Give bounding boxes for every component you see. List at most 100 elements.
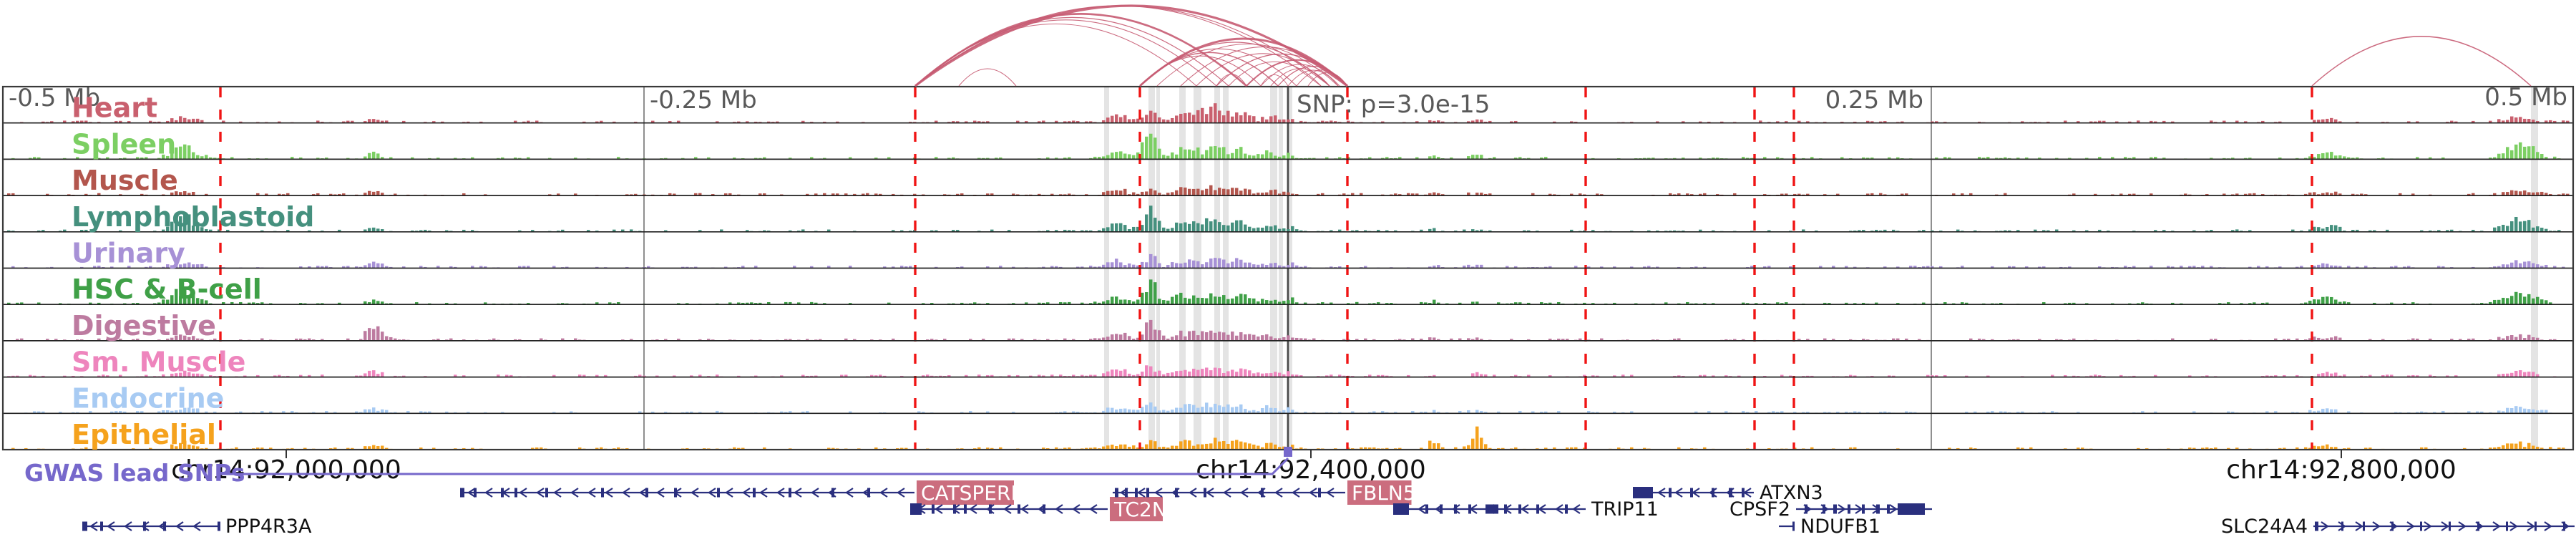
- exon-tick: [218, 521, 220, 531]
- strand-arrow: [1572, 504, 1581, 514]
- track-label-heart: Heart: [72, 92, 157, 124]
- exon-tick: [1135, 488, 1138, 498]
- exon-tick: [932, 504, 935, 514]
- strand-arrow: [570, 488, 579, 498]
- layer-borders: [1, 85, 2575, 451]
- gene-cpsf2: CPSF2: [1729, 498, 1932, 521]
- strand-arrow: [124, 521, 132, 531]
- strand-arrow: [2338, 521, 2346, 531]
- exon-tick: [717, 488, 720, 498]
- strand-arrow: [107, 521, 115, 531]
- strand-arrow: [845, 488, 854, 498]
- strand-arrow: [2406, 521, 2415, 531]
- exon-tick: [100, 521, 103, 531]
- exon-tick: [1887, 504, 1890, 514]
- layer-interaction-arcs: [914, 4, 2532, 87]
- exon-tick: [1146, 488, 1149, 498]
- strand-arrow: [1154, 488, 1163, 498]
- gene-label-box: [1347, 480, 1412, 505]
- exon-tick: [143, 521, 146, 531]
- exon-tick: [1862, 504, 1865, 514]
- strand-arrow: [1326, 488, 1335, 498]
- strand-arrow: [656, 488, 665, 498]
- relative-distance-label: 0.5 Mb: [2484, 83, 2567, 112]
- exon-tick: [1204, 488, 1206, 498]
- exon-tick: [1261, 488, 1264, 498]
- track-label-urinary: Urinary: [72, 238, 185, 269]
- exon-block: [1633, 487, 1653, 498]
- exon-tick: [831, 488, 834, 498]
- exon-tick: [1565, 504, 1568, 514]
- exon-tick: [1115, 488, 1118, 498]
- strand-arrow: [2527, 521, 2535, 531]
- strand-arrow: [691, 488, 699, 498]
- strand-arrow: [2441, 521, 2449, 531]
- exon-tick: [2477, 521, 2479, 531]
- exon-tick: [674, 488, 677, 498]
- strand-arrow: [708, 488, 716, 498]
- strand-arrow: [794, 488, 802, 498]
- strand-arrow: [1020, 504, 1029, 514]
- gene-label: NDUFB1: [1800, 516, 1880, 537]
- strand-arrow: [1240, 488, 1249, 498]
- strand-arrow: [2492, 521, 2501, 531]
- exon-tick: [1712, 488, 1714, 498]
- exon-tick: [1742, 488, 1745, 498]
- signal-track-digestive: [16, 319, 2557, 341]
- exon-tick: [501, 488, 504, 498]
- coordinate-label: chr14:92,000,000: [171, 455, 401, 485]
- gwas-leader-line: [222, 457, 1289, 475]
- exon-tick: [2449, 521, 2451, 531]
- strand-arrow: [1292, 488, 1300, 498]
- track-label-hsc-b-cell: HSC & B-cell: [72, 274, 262, 305]
- strand-arrow: [1055, 504, 1063, 514]
- strand-arrow: [605, 488, 613, 498]
- interaction-arc: [1228, 61, 1322, 87]
- strand-arrow: [776, 488, 785, 498]
- exon-tick: [1792, 521, 1795, 531]
- strand-arrow: [2458, 521, 2467, 531]
- exon-tick: [460, 488, 464, 498]
- exon-tick: [1440, 504, 1443, 514]
- strand-arrow: [935, 504, 943, 514]
- gene-ppp4r3a: PPP4R3A: [82, 516, 312, 537]
- strand-arrow: [2509, 521, 2518, 531]
- gene-label: TRIP11: [1591, 498, 1659, 521]
- signal-track-sm-muscle: [7, 365, 2557, 377]
- exon-tick: [474, 488, 477, 498]
- strand-arrow: [467, 488, 476, 498]
- exon-tick: [1729, 488, 1732, 498]
- layer-signal-tracks: [7, 103, 2570, 450]
- track-label-digestive: Digestive: [72, 310, 216, 342]
- gene-fbln5: FBLN5: [1113, 480, 1416, 505]
- exon-tick: [867, 488, 870, 498]
- strand-arrow: [141, 521, 150, 531]
- track-label-endocrine: Endocrine: [72, 382, 224, 414]
- track-label-epithelial: Epithelial: [72, 419, 216, 450]
- exon-tick: [1175, 488, 1178, 498]
- strand-arrow: [484, 488, 493, 498]
- strand-arrow: [622, 488, 630, 498]
- exon-tick: [514, 488, 517, 498]
- strand-arrow: [1072, 504, 1080, 514]
- exon-tick: [1536, 504, 1539, 514]
- exon-tick: [2341, 521, 2343, 531]
- exon-tick: [989, 504, 992, 514]
- interaction-arc: [1287, 69, 1339, 87]
- gene-label: ATXN3: [1760, 482, 1823, 504]
- exon-tick: [2315, 521, 2318, 531]
- gene-tc2n: TC2N: [910, 497, 1167, 521]
- signal-track-heart: [20, 103, 2570, 123]
- exon-tick: [2534, 521, 2537, 531]
- strand-arrow: [1838, 504, 1846, 514]
- strand-arrow: [1189, 488, 1197, 498]
- exon-tick: [1125, 488, 1128, 498]
- strand-arrow: [725, 488, 733, 498]
- interaction-arc: [958, 68, 1017, 87]
- exon-tick: [1485, 504, 1498, 514]
- exon-tick: [2563, 521, 2565, 531]
- interaction-arc: [1307, 72, 1348, 87]
- strand-arrow: [553, 488, 562, 498]
- exon-tick: [1454, 504, 1457, 514]
- exon-tick: [1823, 504, 1825, 514]
